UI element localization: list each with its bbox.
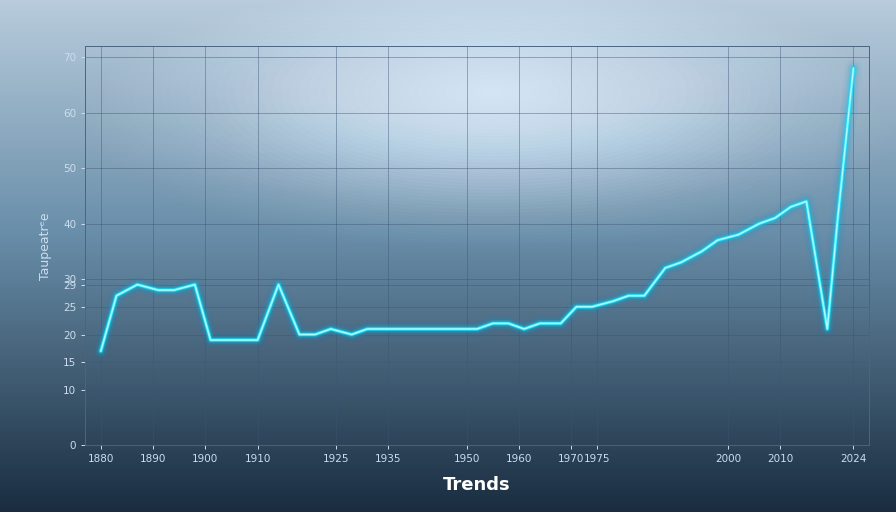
Ellipse shape	[401, 59, 585, 125]
Ellipse shape	[410, 62, 575, 122]
Ellipse shape	[374, 49, 612, 136]
Ellipse shape	[419, 66, 566, 119]
Ellipse shape	[309, 25, 676, 159]
Y-axis label: Taupeatrᵉe: Taupeatrᵉe	[39, 212, 52, 280]
Ellipse shape	[272, 12, 713, 173]
Ellipse shape	[254, 5, 732, 179]
Ellipse shape	[383, 52, 603, 132]
Ellipse shape	[465, 82, 521, 102]
Ellipse shape	[392, 55, 594, 129]
Ellipse shape	[346, 39, 640, 145]
Ellipse shape	[364, 46, 622, 139]
Ellipse shape	[337, 35, 649, 149]
Ellipse shape	[484, 89, 502, 96]
Ellipse shape	[318, 29, 668, 156]
Ellipse shape	[327, 32, 659, 152]
Ellipse shape	[428, 69, 557, 116]
Ellipse shape	[474, 86, 512, 99]
Ellipse shape	[447, 75, 538, 109]
Ellipse shape	[281, 15, 704, 169]
X-axis label: Trends: Trends	[444, 476, 511, 494]
Ellipse shape	[355, 42, 631, 142]
Ellipse shape	[437, 72, 548, 112]
Ellipse shape	[290, 18, 695, 166]
Ellipse shape	[300, 22, 685, 162]
Ellipse shape	[456, 79, 530, 105]
Ellipse shape	[263, 9, 722, 176]
